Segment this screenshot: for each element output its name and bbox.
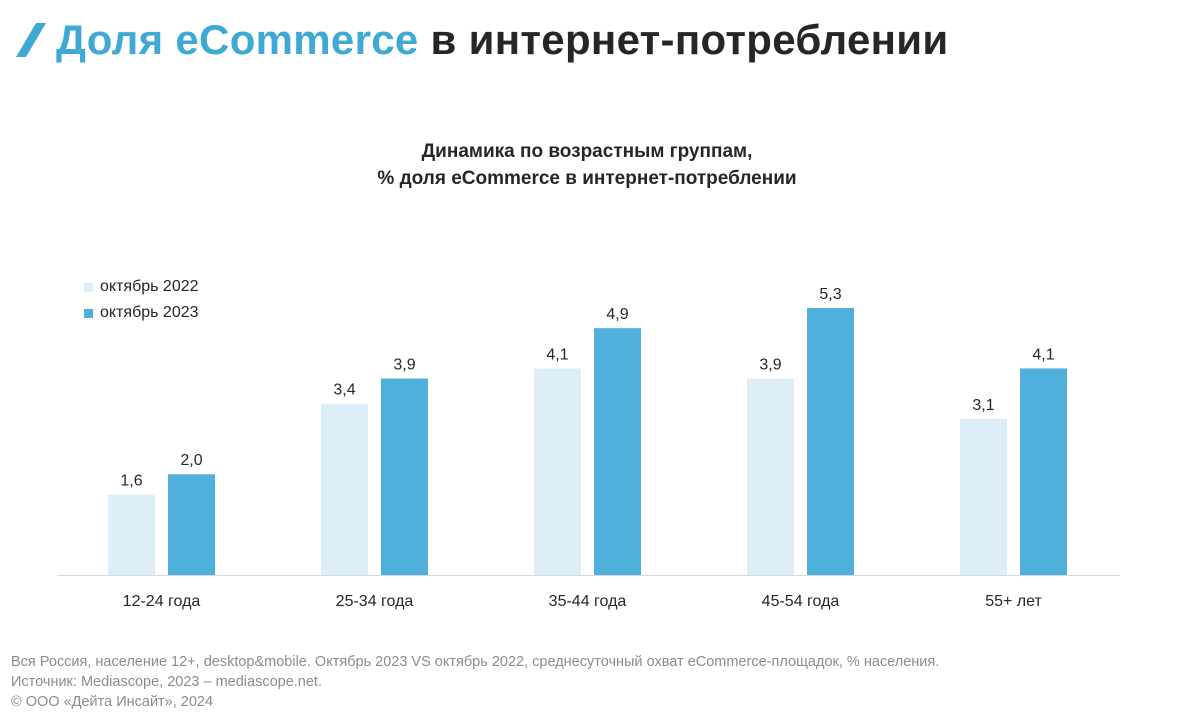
data-label: 3,9 bbox=[759, 357, 781, 374]
bar-2023-1 bbox=[381, 378, 428, 575]
x-tick-label: 12-24 года bbox=[123, 593, 201, 610]
chart-title: Динамика по возрастным группам, % доля e… bbox=[0, 138, 1174, 192]
x-tick-label: 55+ лет bbox=[985, 593, 1042, 610]
footer-source: Источник: Mediascope, 2023 – mediascope.… bbox=[11, 674, 322, 690]
footer-copyright: © ООО «Дейта Инсайт», 2024 bbox=[11, 694, 214, 710]
data-label: 3,1 bbox=[972, 397, 994, 414]
data-label: 2,0 bbox=[180, 452, 202, 469]
page-title: Доля eCommerce в интернет-потреблении bbox=[56, 16, 949, 64]
page-header: Доля eCommerce в интернет-потреблении bbox=[14, 14, 949, 66]
bar-2023-0 bbox=[168, 474, 215, 575]
data-label: 4,1 bbox=[1032, 346, 1054, 363]
bar-2023-3 bbox=[807, 308, 854, 575]
chart-title-line1: Динамика по возрастным группам, bbox=[421, 141, 753, 162]
bar-2023-4 bbox=[1020, 368, 1067, 575]
legend-swatch-2023 bbox=[84, 308, 93, 318]
data-label: 4,9 bbox=[606, 306, 628, 323]
bar-2022-4 bbox=[960, 418, 1007, 575]
slash-logo-icon bbox=[16, 23, 46, 57]
bar-2022-1 bbox=[321, 403, 368, 575]
bar-2023-2 bbox=[594, 328, 641, 575]
page-title-accent: Доля eCommerce bbox=[56, 16, 419, 63]
data-label: 5,3 bbox=[819, 286, 841, 303]
x-tick-label: 35-44 года bbox=[549, 593, 627, 610]
bar-chart: 1,6 2,0 12-24 года 3,4 3,9 25-34 года 4,1 4,9 35… bbox=[57, 286, 1120, 610]
data-label: 3,4 bbox=[333, 382, 355, 399]
chart-legend: октябрь 2022 октябрь 2023 bbox=[84, 274, 199, 326]
bar-2022-0 bbox=[108, 494, 155, 575]
source-footer: Вся Россия, население 12+, desktop&mobil… bbox=[11, 652, 939, 712]
x-tick-label: 25-34 года bbox=[336, 593, 414, 610]
legend-swatch-2022 bbox=[84, 282, 93, 292]
legend-item-2022: октябрь 2022 bbox=[84, 274, 199, 300]
data-label: 3,9 bbox=[393, 357, 415, 374]
chart-title-line2: % доля eCommerce в интернет-потреблении bbox=[377, 168, 797, 189]
bar-2022-2 bbox=[534, 368, 581, 575]
data-label: 1,6 bbox=[120, 472, 142, 489]
legend-label-2022: октябрь 2022 bbox=[100, 278, 199, 295]
legend-label-2023: октябрь 2023 bbox=[100, 304, 199, 321]
x-tick-label: 45-54 года bbox=[762, 593, 840, 610]
bar-2022-3 bbox=[747, 378, 794, 575]
page-title-rest: в интернет-потреблении bbox=[430, 16, 949, 63]
legend-item-2023: октябрь 2023 bbox=[84, 300, 199, 326]
data-label: 4,1 bbox=[546, 346, 568, 363]
footer-note: Вся Россия, население 12+, desktop&mobil… bbox=[11, 654, 940, 670]
